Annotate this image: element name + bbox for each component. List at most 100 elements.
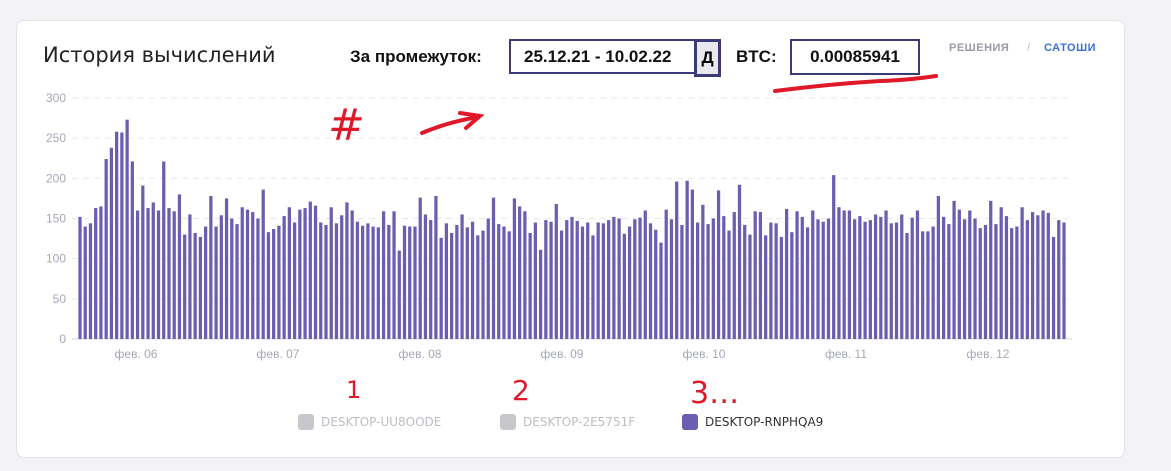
x-tick-label: фев. 09 [541, 347, 584, 361]
bar [664, 209, 668, 339]
bar [748, 234, 752, 339]
bar [1010, 228, 1014, 339]
bars [78, 119, 1066, 339]
hash-annotation: # [328, 100, 365, 151]
bar [470, 221, 475, 339]
bar [889, 223, 893, 339]
bar [235, 224, 239, 339]
x-tick-label: фев. 08 [399, 347, 442, 361]
bar [884, 210, 888, 339]
bar [287, 207, 291, 339]
bar [994, 224, 998, 339]
bar [449, 232, 454, 339]
bar [308, 201, 312, 339]
bar [973, 218, 977, 339]
bar [94, 208, 98, 339]
bar [298, 209, 302, 339]
bar [172, 211, 176, 339]
legend-item-rnphqa9[interactable]: DESKTOP-RNPHQA9 [682, 414, 823, 430]
bar [371, 226, 375, 339]
bar [1046, 212, 1050, 339]
bar [643, 210, 647, 339]
y-tick-label: 300 [46, 91, 66, 105]
bar [387, 224, 391, 339]
bar [397, 250, 401, 339]
bar [737, 184, 742, 339]
btc-underline-annotation [773, 74, 938, 93]
bar [847, 210, 852, 339]
bar [575, 220, 579, 339]
bar [418, 197, 422, 339]
bar [146, 208, 150, 339]
y-tick-label: 50 [53, 292, 67, 306]
period-label: За промежуток: [350, 47, 482, 66]
bar [711, 218, 715, 339]
bar [868, 220, 872, 339]
bar [313, 205, 318, 339]
bar [350, 210, 354, 339]
bar [444, 223, 449, 339]
bar [790, 232, 794, 339]
bar [528, 232, 532, 339]
bar [596, 222, 600, 339]
bar [1057, 220, 1061, 339]
bar [104, 159, 108, 339]
bar [842, 210, 846, 339]
bar [601, 223, 606, 339]
unit-satoshi[interactable]: САТОШИ [1044, 42, 1097, 54]
bar [921, 231, 925, 339]
legend-item-2e5751f[interactable]: DESKTOP-2E5751F [500, 414, 635, 430]
bar [130, 161, 134, 339]
annotations: # 1 2 3… [328, 74, 938, 411]
bar [345, 202, 349, 339]
bar [758, 212, 763, 339]
bar [156, 210, 161, 339]
bar [292, 222, 297, 339]
bar [669, 219, 674, 339]
bar [177, 194, 182, 339]
bar [1062, 222, 1066, 339]
bar [512, 198, 517, 339]
bar [109, 147, 114, 339]
bar [224, 198, 229, 339]
x-tick-label: фев. 12 [967, 347, 1010, 361]
bar [340, 215, 344, 339]
bar [413, 226, 417, 339]
bar [947, 224, 951, 339]
bar [1051, 236, 1056, 339]
bar [455, 224, 459, 339]
bar [423, 214, 428, 339]
period-button[interactable]: Д [694, 39, 721, 77]
bar [277, 225, 281, 339]
legend-item-uu8oode[interactable]: DESKTOP-UU8OODE [298, 414, 441, 430]
bar [978, 228, 982, 339]
arrow-annotation [420, 111, 485, 135]
bar [680, 224, 684, 339]
bar [120, 132, 124, 339]
bar [151, 202, 155, 339]
bar [167, 208, 171, 339]
y-tick-label: 200 [46, 171, 66, 185]
bar [135, 210, 140, 339]
legend-label: DESKTOP-2E5751F [523, 415, 636, 429]
x-tick-label: фев. 10 [683, 347, 726, 361]
bar [324, 224, 328, 339]
bar [209, 196, 213, 339]
bar [329, 207, 333, 339]
bar [554, 204, 558, 339]
bar [612, 216, 616, 339]
btc-value: 0.00085941 [790, 39, 920, 75]
bar [622, 233, 626, 339]
bar [591, 235, 595, 339]
bar [183, 234, 187, 339]
bar [586, 222, 590, 339]
bar [193, 232, 197, 339]
bar [816, 219, 820, 339]
bar [957, 209, 961, 339]
bar [518, 206, 522, 339]
bar [716, 190, 721, 339]
unit-solutions[interactable]: РЕШЕНИЯ [949, 42, 1010, 54]
legend-swatch [298, 414, 314, 430]
bar [486, 218, 490, 339]
bar [376, 227, 380, 339]
